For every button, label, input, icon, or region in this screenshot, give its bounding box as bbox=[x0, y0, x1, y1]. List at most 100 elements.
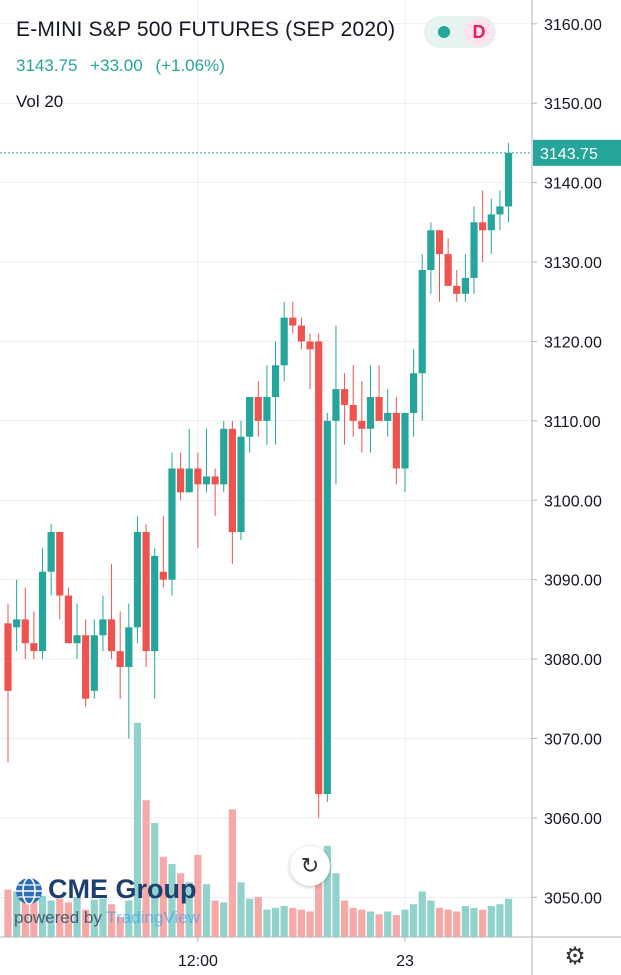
volume-bar bbox=[90, 899, 98, 937]
candle bbox=[47, 524, 55, 596]
candle-body bbox=[315, 341, 323, 795]
candle-body bbox=[159, 571, 167, 580]
volume-bar bbox=[271, 907, 280, 937]
candle-body bbox=[271, 365, 280, 398]
volume-bar bbox=[159, 856, 167, 937]
candle-body bbox=[254, 397, 262, 421]
candle-body bbox=[435, 230, 444, 255]
candle bbox=[30, 611, 38, 660]
candle-body bbox=[82, 635, 90, 699]
y-tick-label: 3100.00 bbox=[544, 493, 602, 510]
candle-body bbox=[21, 619, 29, 644]
volume-bar bbox=[504, 898, 513, 937]
y-tick-label: 3080.00 bbox=[544, 652, 602, 669]
candle-body bbox=[280, 317, 288, 366]
market-status-pill[interactable]: D bbox=[424, 16, 496, 48]
candle bbox=[168, 452, 176, 596]
volume-indicator-label[interactable]: Vol 20 bbox=[16, 92, 64, 111]
candle-body bbox=[56, 532, 64, 596]
settings-button[interactable]: ⚙ bbox=[561, 943, 589, 971]
volume-bar bbox=[392, 915, 400, 937]
candle-body bbox=[185, 468, 193, 493]
candle bbox=[410, 349, 418, 437]
candle bbox=[13, 579, 21, 652]
powered-by-text: powered by TradingView bbox=[14, 908, 200, 928]
volume-bar bbox=[142, 800, 150, 937]
volume-bar bbox=[30, 902, 38, 937]
candle-body bbox=[323, 420, 331, 795]
candle bbox=[435, 230, 444, 302]
candle bbox=[133, 516, 142, 644]
candle bbox=[332, 325, 340, 485]
volume-bar bbox=[297, 909, 306, 937]
candle bbox=[151, 547, 159, 699]
candle bbox=[487, 198, 495, 255]
candle bbox=[194, 452, 202, 548]
volume-bar bbox=[64, 902, 73, 937]
reset-icon: ↻ bbox=[300, 853, 320, 878]
candle-body bbox=[116, 651, 124, 668]
candle bbox=[254, 381, 262, 437]
candle-body bbox=[107, 619, 116, 652]
candle-body bbox=[151, 555, 159, 652]
x-tick-label: 12:00 bbox=[178, 953, 218, 970]
volume-bar bbox=[168, 864, 176, 937]
volume-bar bbox=[323, 845, 331, 937]
candle bbox=[237, 420, 245, 540]
x-tick-label: 23 bbox=[396, 953, 414, 970]
candle-body bbox=[64, 595, 73, 644]
volume-bar bbox=[4, 889, 12, 937]
candle-body bbox=[297, 325, 306, 342]
page-title: E-MINI S&P 500 FUTURES (SEP 2020) bbox=[16, 18, 396, 41]
volume-bar bbox=[185, 882, 193, 937]
volume-bar bbox=[435, 907, 444, 937]
candle bbox=[228, 420, 236, 564]
y-tick-label: 3160.00 bbox=[544, 17, 602, 34]
volume-bar bbox=[82, 909, 90, 937]
candle-body bbox=[194, 468, 202, 485]
candle-body bbox=[340, 389, 349, 405]
interval-badge[interactable]: D bbox=[464, 18, 494, 46]
y-tick-label: 3150.00 bbox=[544, 96, 602, 113]
volume-bar bbox=[246, 898, 254, 937]
volume-bar bbox=[289, 907, 297, 937]
candle bbox=[358, 381, 366, 453]
candle bbox=[504, 142, 513, 223]
y-tick-label: 3140.00 bbox=[544, 176, 602, 193]
price-change: +33.00 bbox=[90, 56, 143, 75]
candle-body bbox=[47, 532, 55, 572]
brand-name: CME Group bbox=[48, 874, 197, 904]
candle bbox=[56, 532, 64, 620]
volume-bar bbox=[202, 884, 211, 937]
candle-body bbox=[168, 468, 176, 580]
candle-body bbox=[90, 635, 98, 691]
volume-bar bbox=[340, 900, 349, 937]
volume-bar bbox=[470, 907, 478, 937]
candle bbox=[159, 516, 167, 588]
price-change-percent: (+1.06%) bbox=[155, 56, 225, 75]
candle bbox=[90, 619, 98, 699]
candle-body bbox=[410, 373, 418, 413]
candle bbox=[125, 603, 133, 739]
volume-bar bbox=[38, 895, 47, 937]
volume-bar bbox=[427, 900, 435, 937]
candle bbox=[142, 524, 150, 668]
reset-chart-button[interactable]: ↻ bbox=[290, 846, 330, 886]
candle bbox=[418, 254, 426, 421]
y-tick-label: 3070.00 bbox=[544, 731, 602, 748]
volume-bar bbox=[211, 900, 219, 937]
y-tick-label: 3090.00 bbox=[544, 573, 602, 590]
volume-bar bbox=[177, 873, 185, 937]
candle bbox=[323, 412, 331, 803]
candle-body bbox=[228, 428, 236, 533]
candle-body bbox=[401, 412, 409, 469]
candle-body bbox=[125, 627, 133, 668]
candle bbox=[375, 365, 383, 421]
candle-body bbox=[30, 643, 38, 652]
candle bbox=[263, 365, 271, 445]
last-price: 3143.75 bbox=[16, 56, 78, 75]
candle bbox=[453, 269, 461, 302]
candle-body bbox=[332, 389, 340, 421]
volume-bar bbox=[444, 909, 452, 937]
